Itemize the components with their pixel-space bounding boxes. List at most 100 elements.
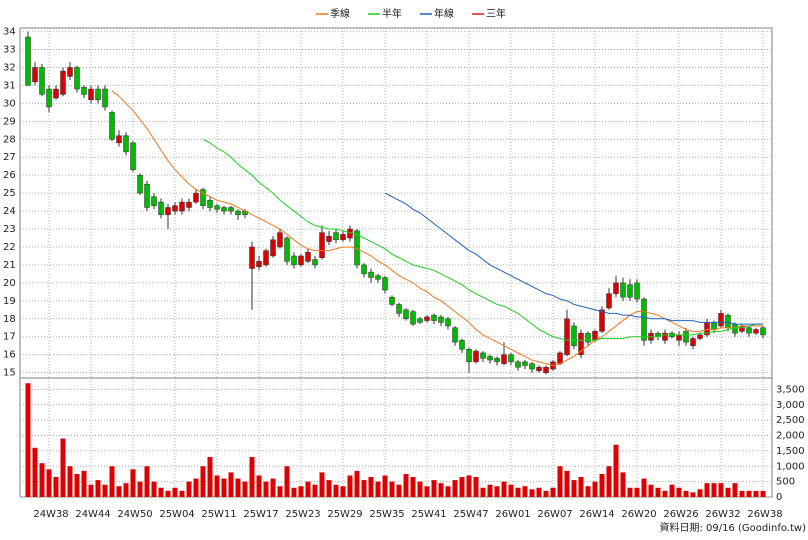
volume-bar bbox=[382, 475, 388, 497]
candle-body bbox=[193, 192, 199, 203]
volume-bar bbox=[669, 484, 675, 497]
candle-body bbox=[172, 205, 178, 212]
ma-line bbox=[202, 138, 763, 341]
y-tick-label: 19 bbox=[3, 296, 16, 307]
candle-body bbox=[410, 311, 416, 325]
volume-bar bbox=[354, 470, 360, 497]
candle-body bbox=[529, 363, 535, 370]
y-tick-label: 34 bbox=[3, 27, 16, 38]
candle-body bbox=[291, 255, 297, 266]
candle-body bbox=[109, 112, 115, 140]
candle-body bbox=[403, 309, 409, 320]
volume-bar bbox=[704, 483, 710, 497]
candle-body bbox=[102, 88, 108, 108]
x-tick-label: 26W14 bbox=[579, 509, 614, 520]
volume-bar bbox=[312, 484, 318, 497]
volume-bar bbox=[655, 487, 661, 497]
x-tick-label: 26W07 bbox=[537, 509, 572, 520]
candle-body bbox=[249, 246, 255, 269]
candle-body bbox=[480, 352, 486, 359]
volume-bar bbox=[746, 490, 752, 497]
candle-body bbox=[515, 361, 521, 368]
volume-bar bbox=[123, 483, 129, 497]
candle-body bbox=[690, 338, 696, 346]
candle-body bbox=[235, 210, 241, 215]
x-tick-label: 26W01 bbox=[495, 509, 530, 520]
volume-bar bbox=[326, 480, 332, 497]
volume-bar bbox=[95, 480, 101, 497]
volume-bar bbox=[235, 478, 241, 497]
candle-body bbox=[711, 322, 717, 330]
volume-bar bbox=[753, 490, 759, 497]
x-tick-label: 25W04 bbox=[159, 509, 194, 520]
y-tick-label: 16 bbox=[3, 350, 16, 361]
y2-tick-label: 3,500 bbox=[776, 384, 805, 395]
volume-bar bbox=[151, 481, 157, 497]
volume-bar bbox=[522, 486, 528, 497]
candle-body bbox=[32, 67, 38, 83]
volume-bar bbox=[200, 466, 206, 497]
volume-bar bbox=[550, 487, 556, 497]
candle-body bbox=[417, 318, 423, 323]
y-tick-label: 33 bbox=[3, 45, 16, 56]
volume-bar bbox=[634, 487, 640, 497]
volume-bar bbox=[137, 481, 143, 497]
candle-body bbox=[361, 264, 367, 275]
y-tick-label: 24 bbox=[3, 206, 16, 217]
candle-body bbox=[123, 135, 129, 153]
volume-bar bbox=[340, 486, 346, 497]
y-tick-label: 31 bbox=[3, 80, 16, 91]
volume-bar bbox=[592, 481, 598, 497]
candle-body bbox=[116, 135, 122, 144]
volume-bar bbox=[648, 484, 654, 497]
volume-bar bbox=[508, 484, 514, 497]
volume-bar bbox=[690, 492, 696, 497]
candle-body bbox=[340, 234, 346, 241]
ma-line bbox=[111, 90, 763, 366]
volume-bar bbox=[270, 478, 276, 497]
volume-bar bbox=[88, 484, 94, 497]
candle-body bbox=[382, 277, 388, 291]
volume-bar bbox=[578, 477, 584, 497]
volume-bar bbox=[347, 475, 353, 497]
candle-body bbox=[368, 271, 374, 278]
candle-body bbox=[445, 318, 451, 327]
volume-bar bbox=[116, 486, 122, 497]
candle-body bbox=[333, 232, 339, 241]
volume-bar bbox=[375, 481, 381, 497]
volume-bar bbox=[368, 477, 374, 497]
candle-body bbox=[578, 332, 584, 355]
volume-bar bbox=[25, 383, 31, 497]
y-tick-label: 15 bbox=[3, 368, 16, 379]
y-tick-label: 29 bbox=[3, 116, 16, 127]
y-tick-label: 28 bbox=[3, 134, 16, 145]
x-tick-label: 24W50 bbox=[117, 509, 152, 520]
candle-body bbox=[459, 340, 465, 350]
volume-bar bbox=[417, 481, 423, 497]
volume-bar bbox=[277, 486, 283, 497]
volume-bar bbox=[74, 473, 80, 497]
candle-body bbox=[620, 282, 626, 298]
x-tick-label: 24W44 bbox=[75, 509, 110, 520]
candle-body bbox=[564, 318, 570, 355]
volume-bar bbox=[557, 466, 563, 497]
candle-body bbox=[396, 304, 402, 314]
candle-body bbox=[466, 349, 472, 363]
candle-body bbox=[151, 196, 157, 206]
candle-body bbox=[46, 88, 52, 108]
candle-body bbox=[585, 332, 591, 343]
volume-bar bbox=[361, 480, 367, 497]
volume-bar bbox=[165, 490, 171, 497]
volume-bar bbox=[403, 473, 409, 497]
y-tick-label: 18 bbox=[3, 314, 16, 325]
volume-bar bbox=[438, 483, 444, 497]
footer: 資料日期: 09/16 (Goodinfo.tw) bbox=[659, 521, 806, 534]
volume-bar bbox=[207, 457, 213, 497]
candle-body bbox=[557, 352, 563, 364]
volume-bar bbox=[179, 490, 185, 497]
legend-label: 三年 bbox=[486, 7, 506, 20]
candle-body bbox=[312, 259, 318, 266]
volume-bar bbox=[571, 480, 577, 497]
x-tick-label: 26W26 bbox=[663, 509, 698, 520]
